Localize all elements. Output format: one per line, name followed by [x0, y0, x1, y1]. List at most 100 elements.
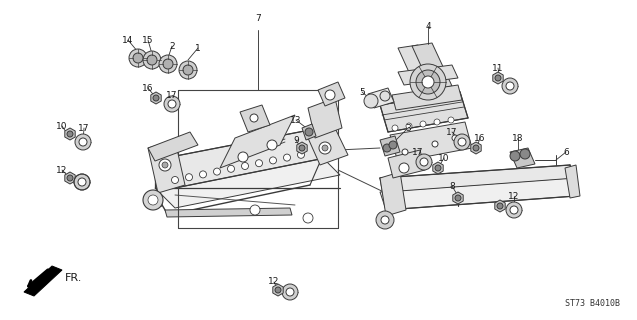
Polygon shape — [302, 124, 316, 140]
Circle shape — [79, 138, 87, 146]
Polygon shape — [380, 92, 468, 132]
Polygon shape — [412, 43, 452, 90]
Circle shape — [510, 151, 520, 161]
Circle shape — [506, 82, 514, 90]
Text: 4: 4 — [425, 21, 431, 30]
Circle shape — [392, 125, 398, 131]
Polygon shape — [510, 148, 535, 168]
Polygon shape — [65, 128, 75, 140]
Circle shape — [448, 117, 454, 123]
Circle shape — [303, 213, 313, 223]
Circle shape — [458, 138, 466, 146]
Circle shape — [299, 145, 305, 151]
Text: 10: 10 — [56, 122, 68, 131]
Text: 6: 6 — [563, 148, 569, 156]
Polygon shape — [565, 165, 580, 198]
Circle shape — [168, 100, 176, 108]
Polygon shape — [318, 82, 345, 106]
Polygon shape — [308, 98, 342, 138]
Circle shape — [250, 114, 258, 122]
Polygon shape — [392, 85, 462, 110]
Circle shape — [454, 134, 470, 150]
Circle shape — [133, 53, 143, 63]
Polygon shape — [240, 105, 270, 132]
Circle shape — [74, 174, 90, 190]
Polygon shape — [380, 165, 576, 192]
Circle shape — [495, 75, 501, 81]
Text: 12: 12 — [56, 165, 68, 174]
Polygon shape — [368, 88, 394, 108]
Text: ST73 B4010B: ST73 B4010B — [565, 299, 620, 308]
Circle shape — [185, 174, 192, 181]
Text: 17: 17 — [166, 91, 178, 100]
Polygon shape — [308, 128, 348, 165]
Circle shape — [269, 157, 276, 164]
Circle shape — [510, 206, 518, 214]
Circle shape — [129, 49, 147, 67]
Circle shape — [506, 202, 522, 218]
Polygon shape — [165, 208, 292, 217]
Circle shape — [159, 55, 177, 73]
Circle shape — [420, 158, 428, 166]
Circle shape — [502, 78, 518, 94]
Circle shape — [402, 149, 408, 155]
Circle shape — [455, 195, 461, 201]
Circle shape — [75, 134, 91, 150]
Circle shape — [473, 145, 479, 151]
Polygon shape — [65, 172, 75, 184]
Circle shape — [305, 128, 313, 136]
Circle shape — [399, 163, 409, 173]
Text: 17: 17 — [78, 124, 90, 132]
Text: 15: 15 — [142, 36, 154, 44]
Polygon shape — [155, 128, 340, 188]
Circle shape — [325, 90, 335, 100]
Circle shape — [159, 159, 171, 171]
Circle shape — [322, 145, 328, 151]
Circle shape — [416, 70, 440, 94]
Polygon shape — [493, 72, 503, 84]
Text: 17: 17 — [412, 148, 424, 156]
Circle shape — [297, 151, 304, 158]
Circle shape — [383, 144, 391, 152]
Text: 1: 1 — [195, 44, 201, 52]
Polygon shape — [151, 92, 161, 104]
Circle shape — [183, 65, 193, 75]
Polygon shape — [380, 136, 400, 156]
Circle shape — [67, 175, 73, 181]
Polygon shape — [388, 150, 425, 178]
Polygon shape — [398, 65, 458, 85]
Circle shape — [162, 162, 168, 168]
Circle shape — [432, 141, 438, 147]
Circle shape — [241, 163, 248, 170]
Circle shape — [153, 95, 159, 101]
Circle shape — [164, 96, 180, 112]
Polygon shape — [148, 193, 162, 209]
Polygon shape — [148, 140, 185, 193]
Polygon shape — [148, 132, 198, 161]
Circle shape — [380, 91, 390, 101]
Circle shape — [364, 94, 378, 108]
Circle shape — [199, 171, 206, 178]
Circle shape — [282, 284, 298, 300]
Circle shape — [497, 203, 503, 209]
Polygon shape — [24, 266, 62, 296]
Circle shape — [255, 160, 262, 167]
Polygon shape — [220, 115, 295, 168]
Circle shape — [67, 131, 73, 137]
Text: 12: 12 — [268, 277, 280, 286]
Circle shape — [275, 287, 281, 293]
Circle shape — [147, 55, 157, 65]
Circle shape — [283, 154, 290, 161]
Polygon shape — [380, 172, 406, 216]
Text: 11: 11 — [492, 63, 504, 73]
Circle shape — [381, 216, 389, 224]
Circle shape — [435, 165, 441, 171]
Circle shape — [319, 142, 331, 154]
Polygon shape — [155, 155, 340, 208]
Circle shape — [213, 168, 220, 175]
Text: 3: 3 — [405, 124, 411, 132]
Polygon shape — [471, 142, 481, 154]
Text: 16: 16 — [142, 84, 154, 92]
Circle shape — [143, 51, 161, 69]
Text: 8: 8 — [449, 181, 455, 190]
